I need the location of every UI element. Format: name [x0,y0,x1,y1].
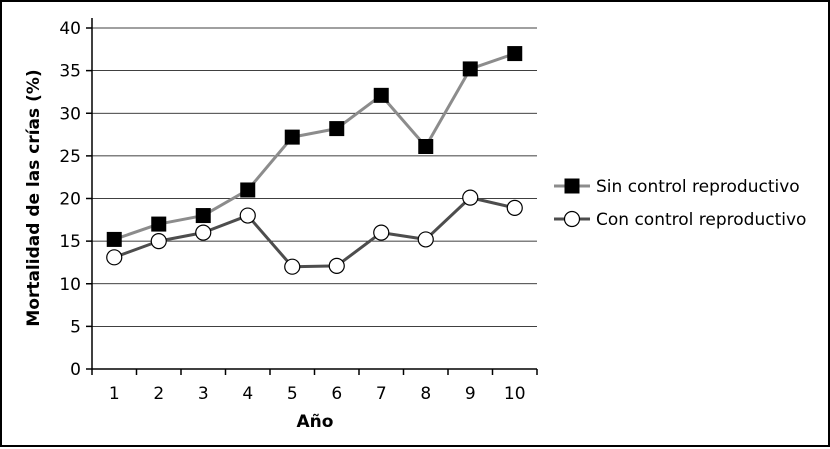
legend-label-1: Sin control reproductivo [596,177,800,197]
series-2-point [239,207,256,224]
x-tick-label: 2 [153,384,164,404]
y-tick-label: 20 [59,190,81,210]
y-tick-label: 30 [59,104,81,124]
series-2-point [462,189,479,206]
series-2-point [195,224,212,241]
x-tick-label: 4 [242,384,253,404]
series-line-2 [113,196,516,269]
series-1-point [329,121,345,137]
y-axis-title: Mortalidad de las crías (%) [24,69,44,326]
series-1-point [462,61,478,77]
series-1-point [418,138,434,154]
legend-marker-1 [564,178,580,194]
series-1-point [106,231,122,247]
series-2-point [506,199,523,216]
legend: Sin control reproductivo Con control repr… [554,177,806,230]
legend-marker-2 [563,210,581,228]
series-1-point [284,129,300,145]
series-1-point [373,87,389,103]
series-2-point [417,231,434,248]
legend-label-2: Con control reproductivo [596,210,806,230]
series-2-point [373,224,390,241]
x-tick-label: 8 [420,384,431,404]
x-tick-label: 3 [198,384,209,404]
series-2-point [328,257,345,274]
y-tick-label: 40 [59,19,81,39]
y-tick-label: 35 [59,62,81,82]
y-tick-label: 25 [59,147,81,167]
series-line-1 [113,52,516,241]
x-tick-label: 1 [109,384,120,404]
y-tick-label: 15 [59,232,81,252]
series-2-point [284,258,301,275]
series-markers [106,46,523,275]
x-tick-label: 6 [331,384,342,404]
y-tick-label: 5 [70,317,81,337]
x-axis-title: Año [297,412,334,432]
series-2-point [150,233,167,250]
series-1-point [240,182,256,198]
x-tick-label: 9 [465,384,476,404]
series-1-point [195,208,211,224]
y-tick-label: 10 [59,275,81,295]
x-tick-label: 7 [376,384,387,404]
series-1-point [151,216,167,232]
x-tick-label: 10 [504,384,526,404]
y-axis-ticks: 0 5 10 15 20 25 30 35 40 [59,19,92,380]
y-tick-label: 0 [70,360,81,380]
series-lines [113,52,516,269]
series-2-point [106,249,123,266]
x-tick-label: 5 [287,384,298,404]
x-axis-ticks: 1 2 3 4 5 6 7 8 9 10 [91,369,538,404]
series-1-point [507,46,523,62]
